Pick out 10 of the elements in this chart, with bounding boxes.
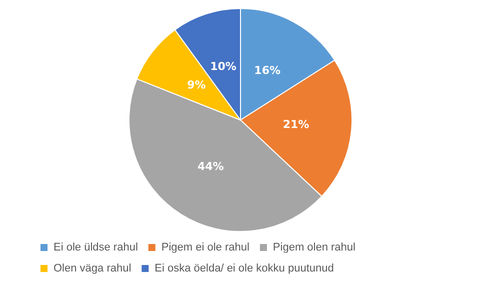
legend-label: Ei oska öelda/ ei ole kokku puutunud — [154, 262, 334, 275]
legend-label: Olen väga rahul — [54, 262, 132, 275]
data-label: 44% — [197, 160, 224, 173]
data-label: 21% — [282, 118, 310, 132]
data-label: 10% — [210, 60, 236, 73]
legend-label: Pigem ei ole rahul — [161, 242, 250, 254]
data-label: 16% — [254, 64, 281, 78]
legend-label: Pigem olen rahul — [272, 242, 356, 254]
legend-label: Ei ole üldse rahul — [54, 242, 138, 254]
data-label: 9% — [187, 78, 206, 92]
